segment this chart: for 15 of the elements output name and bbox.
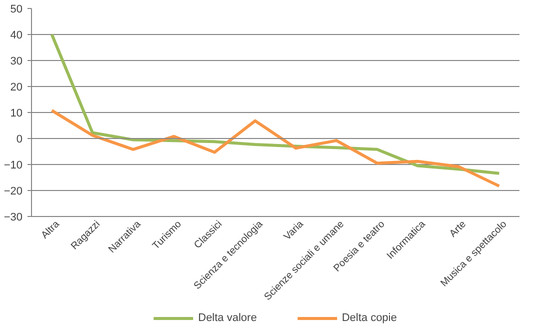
y-tick-label: 30: [10, 56, 23, 68]
y-tick-label: 20: [10, 82, 23, 94]
x-tick-label: Arte: [448, 218, 469, 240]
y-tick-label: −10: [4, 160, 23, 172]
x-tick-label: Altra: [40, 218, 62, 242]
legend-label: Delta valore: [198, 312, 257, 324]
y-tick-label: −30: [4, 212, 23, 224]
y-tick-label: 0: [16, 134, 23, 146]
y-tick-label: −20: [4, 186, 23, 198]
legend-label: Delta copie: [342, 312, 397, 324]
y-tick-label: 50: [10, 4, 23, 16]
x-tick-label: Varia: [282, 218, 306, 243]
line-series: [50, 108, 501, 188]
y-tick-label: 10: [10, 108, 23, 120]
y-tick-label: 40: [10, 30, 23, 42]
